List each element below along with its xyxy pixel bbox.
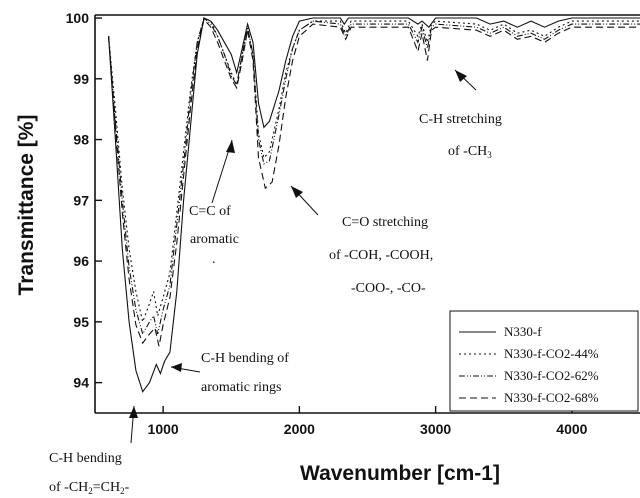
series-line-3	[108, 16, 640, 336]
y-axis-title: Transmittance [%]	[15, 115, 38, 296]
svg-text:of -CH3: of -CH3	[448, 144, 492, 160]
svg-text:aromatic: aromatic	[190, 232, 239, 247]
annotation-co: C=O stretching of -COH, -COOH, -COO-, -C…	[290, 185, 433, 296]
y-tick-label: 94	[73, 375, 89, 391]
x-tick-label: 2000	[284, 421, 315, 437]
y-tick-label: 95	[73, 314, 89, 330]
svg-text:C=C of: C=C of	[189, 204, 231, 219]
y-tick-label: 100	[66, 10, 90, 26]
svg-text:.: .	[212, 252, 216, 267]
series-line-4	[108, 18, 640, 347]
annotation-ch3: C-H stretching of -CH3	[419, 69, 502, 160]
svg-text:of -CH2=CH2-: of -CH2=CH2-	[49, 480, 130, 496]
annotation-ch2: C-H bending of -CH2=CH2-	[49, 405, 138, 496]
svg-text:of -COH, -COOH,: of -COH, -COOH,	[329, 248, 433, 263]
x-tick-label: 1000	[148, 421, 179, 437]
annotation-cc: C=C of aromatic .	[189, 139, 239, 267]
legend-label: N330-f-CO2-62%	[504, 368, 599, 383]
svg-text:C-H stretching: C-H stretching	[419, 112, 502, 127]
legend: N330-f N330-f-CO2-44% N330-f-CO2-62% N330-f…	[449, 310, 639, 412]
legend-label: N330-f	[504, 324, 542, 339]
series-line-1	[108, 17, 640, 393]
svg-text:C=O stretching: C=O stretching	[342, 215, 428, 230]
svg-text:aromatic rings: aromatic rings	[201, 380, 281, 395]
y-tick-label: 98	[73, 132, 89, 148]
svg-text:-COO-, -CO-: -COO-, -CO-	[351, 281, 426, 296]
y-tick-label: 96	[73, 253, 89, 269]
legend-label: N330-f-CO2-68%	[504, 390, 599, 405]
annotation-arom: C-H bending of aromatic rings	[170, 351, 289, 395]
x-axis-title: Wavenumber [cm-1]	[300, 462, 500, 485]
x-tick-label: 3000	[420, 421, 451, 437]
series-line-2	[108, 17, 640, 324]
y-tick-label: 99	[73, 71, 89, 87]
series-lines	[108, 16, 640, 393]
svg-text:C-H bending: C-H bending	[49, 451, 122, 466]
svg-text:C-H bending of: C-H bending of	[201, 351, 289, 366]
axis-ticks: 94 95 96 97 98 99 100 1000 2000 3000 4000	[66, 10, 588, 437]
legend-label: N330-f-CO2-44%	[504, 346, 599, 361]
x-tick-label: 4000	[556, 421, 587, 437]
y-tick-label: 97	[73, 192, 89, 208]
